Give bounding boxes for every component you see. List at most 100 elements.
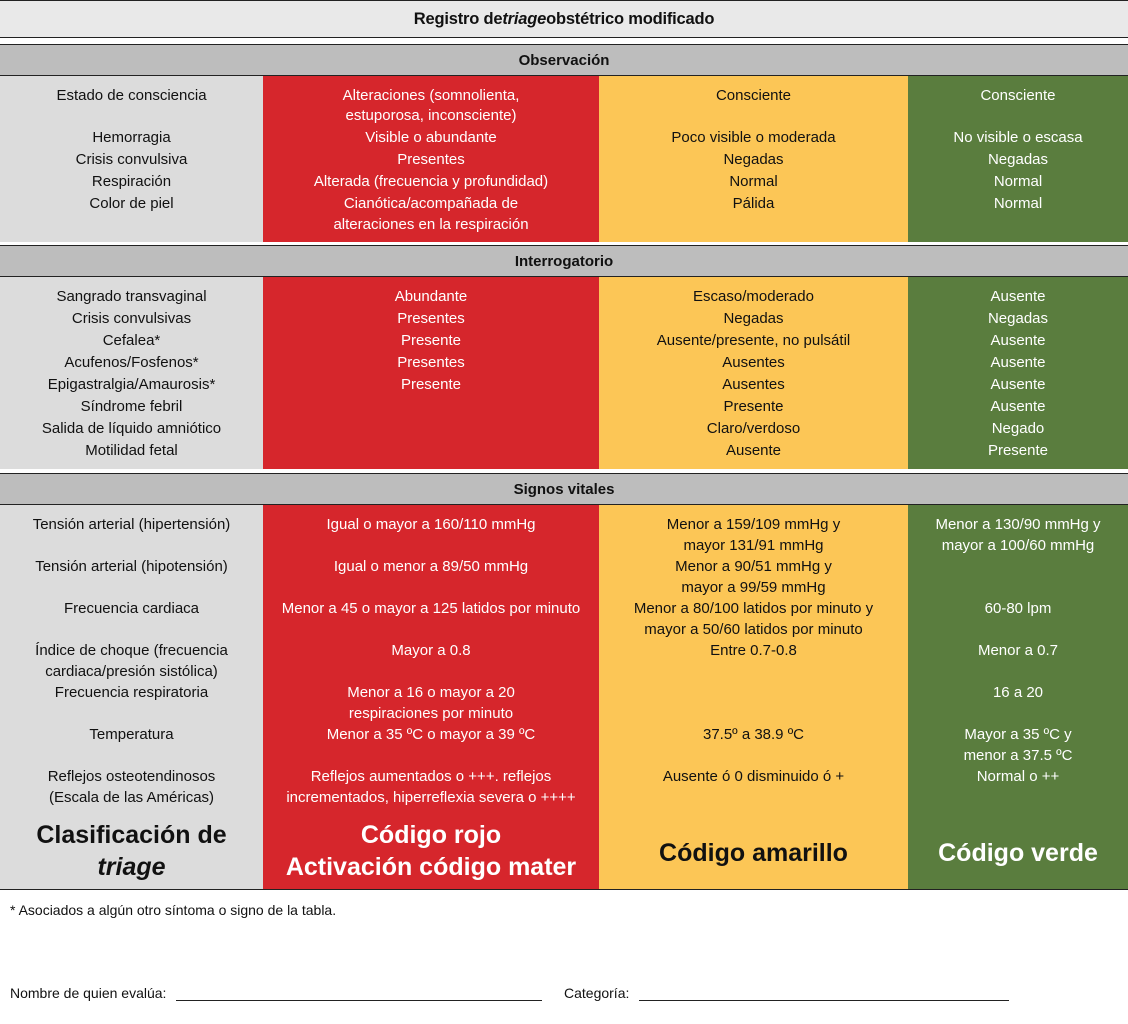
- verde-cell: Normal: [993, 195, 1043, 212]
- rojo-cell: Menor a 35 ºC o mayor a 39 ºC: [326, 726, 536, 743]
- amarillo-cell: Normal: [729, 173, 778, 190]
- signos-labels-column: Tensión arterial (hipertensión) Tensión …: [0, 505, 263, 889]
- band-observacion: Estado de consciencia Hemorragia Crisis …: [0, 76, 1128, 242]
- label-sindrome-febril: Síndrome febril: [80, 398, 183, 415]
- verde-cell: Presente: [987, 442, 1049, 459]
- label-motilidad-fetal: Motilidad fetal: [85, 442, 178, 459]
- label-tension-hipotension: Tensión arterial (hipotensión): [35, 558, 228, 575]
- interrogatorio-rojo-column: Abundante Presentes Presente Presentes P…: [263, 277, 599, 469]
- rojo-cell: Mayor a 0.8: [391, 642, 471, 659]
- verde-cell: menor a 37.5 ºC: [963, 747, 1073, 764]
- label-color-piel: Color de piel: [89, 195, 174, 212]
- amarillo-cell: 37.5º a 38.9 ºC: [702, 726, 805, 743]
- title-italic: triage: [502, 9, 547, 28]
- nombre-evaluador-label: Nombre de quien evalúa:: [10, 985, 167, 1001]
- footnote: * Asociados a algún otro síntoma o signo…: [10, 902, 337, 918]
- rojo-cell: incrementados, hiperreflexia severa o ++…: [286, 789, 576, 806]
- codigo-amarillo-title: Código amarillo: [659, 839, 848, 867]
- rojo-cell: Presente: [400, 332, 462, 349]
- label-crisis-convulsivas: Crisis convulsivas: [71, 310, 192, 327]
- section-header-signos-vitales: Signos vitales: [0, 473, 1128, 505]
- verde-cell: Menor a 0.7: [977, 642, 1059, 659]
- section-header-interrogatorio: Interrogatorio: [0, 245, 1128, 277]
- label-liquido-amniotico: Salida de líquido amniótico: [41, 420, 222, 437]
- rojo-cell: Menor a 45 o mayor a 125 latidos por min…: [281, 600, 581, 617]
- label-frecuencia-respiratoria: Frecuencia respiratoria: [54, 684, 209, 701]
- signos-verde-column: Menor a 130/90 mmHg y mayor a 100/60 mmH…: [908, 505, 1128, 889]
- verde-cell: Mayor a 35 ºC y: [964, 726, 1072, 743]
- label-epigastralgia: Epigastralgia/Amaurosis*: [47, 376, 216, 393]
- label-crisis-convulsiva: Crisis convulsiva: [75, 151, 188, 168]
- label-indice-choque-2: cardiaca/presión sistólica): [45, 663, 218, 680]
- amarillo-cell: mayor a 99/59 mmHg: [681, 579, 826, 596]
- label-reflejos: Reflejos osteotendinosos: [47, 768, 216, 785]
- observacion-verde-column: Consciente No visible o escasa Negadas N…: [908, 76, 1128, 242]
- amarillo-cell: Ausentes: [722, 354, 785, 371]
- verde-cell: Ausente: [990, 332, 1046, 349]
- amarillo-cell: mayor 131/91 mmHg: [683, 537, 824, 554]
- observacion-amarillo-column: Consciente Poco visible o moderada Negad…: [599, 76, 908, 242]
- amarillo-cell: Menor a 80/100 latidos por minuto y: [633, 600, 874, 617]
- nombre-evaluador-line[interactable]: [176, 986, 543, 1001]
- verde-cell: Negadas: [987, 310, 1049, 327]
- label-temperatura: Temperatura: [89, 726, 174, 743]
- categoria-field[interactable]: Categoría:: [564, 985, 1010, 1001]
- title-suffix: obstétrico modificado: [546, 9, 715, 28]
- rojo-cell: Visible o abundante: [365, 129, 497, 146]
- verde-cell: Negadas: [987, 151, 1049, 168]
- label-indice-choque: Índice de choque (frecuencia: [35, 642, 228, 659]
- section-header-observacion: Observación: [0, 44, 1128, 76]
- label-tension-hipertension: Tensión arterial (hipertensión): [32, 516, 231, 533]
- table-bottom-rule: [0, 889, 1128, 890]
- nombre-evaluador-field[interactable]: Nombre de quien evalúa:: [10, 985, 543, 1001]
- signos-amarillo-column: Menor a 159/109 mmHg y mayor 131/91 mmHg…: [599, 505, 908, 889]
- rojo-cell: alteraciones en la respiración: [333, 216, 529, 233]
- rojo-cell: Alteraciones (somnolienta,: [342, 87, 520, 104]
- rojo-cell: Menor a 16 o mayor a 20: [347, 684, 515, 701]
- verde-cell: Ausente: [990, 354, 1046, 371]
- label-sangrado: Sangrado transvaginal: [56, 288, 207, 305]
- label-hemorragia: Hemorragia: [92, 129, 171, 146]
- codigo-rojo-title: Código rojo: [360, 821, 502, 849]
- signos-rojo-column: Igual o mayor a 160/110 mmHg Igual o men…: [263, 505, 599, 889]
- amarillo-cell: Consciente: [715, 87, 792, 104]
- label-acufenos: Acufenos/Fosfenos*: [64, 354, 199, 371]
- interrogatorio-verde-column: Ausente Negadas Ausente Ausente Ausente …: [908, 277, 1128, 469]
- rojo-cell: respiraciones por minuto: [348, 705, 514, 722]
- codigo-verde-title: Código verde: [938, 839, 1098, 867]
- amarillo-cell: Poco visible o moderada: [671, 129, 836, 146]
- amarillo-cell: Ausentes: [722, 376, 785, 393]
- verde-cell: Menor a 130/90 mmHg y: [935, 516, 1101, 533]
- verde-cell: Normal: [993, 173, 1043, 190]
- amarillo-cell: Pálida: [732, 195, 775, 212]
- verde-cell: 60-80 lpm: [984, 600, 1052, 617]
- amarillo-cell: mayor a 50/60 latidos por minuto: [644, 621, 863, 638]
- verde-cell: 16 a 20: [992, 684, 1044, 701]
- amarillo-cell: Negadas: [723, 310, 784, 327]
- amarillo-cell: Escaso/moderado: [693, 288, 814, 305]
- rojo-cell: Reflejos aumentados o +++. reflejos: [310, 768, 552, 785]
- label-estado-consciencia: Estado de consciencia: [56, 87, 207, 104]
- verde-cell: Normal o ++: [976, 768, 1060, 785]
- amarillo-cell: Menor a 90/51 mmHg y: [675, 558, 832, 575]
- band-signos-vitales: Tensión arterial (hipertensión) Tensión …: [0, 505, 1128, 889]
- rojo-cell: Presentes: [397, 310, 465, 327]
- rojo-cell: Abundante: [394, 288, 468, 305]
- rojo-cell: Igual o mayor a 160/110 mmHg: [326, 516, 536, 533]
- band-interrogatorio: Sangrado transvaginal Crisis convulsivas…: [0, 277, 1128, 469]
- amarillo-cell: Ausente: [725, 442, 782, 459]
- table-title: Registro de triage obstétrico modificado: [0, 0, 1128, 38]
- verde-cell: No visible o escasa: [953, 129, 1083, 146]
- rojo-cell: Presentes: [397, 151, 465, 168]
- verde-cell: mayor a 100/60 mmHg: [941, 537, 1095, 554]
- amarillo-cell: Entre 0.7-0.8: [710, 642, 797, 659]
- title-prefix: Registro de: [413, 9, 503, 28]
- verde-cell: Negado: [991, 420, 1045, 437]
- rojo-cell: Igual o menor a 89/50 mmHg: [333, 558, 529, 575]
- amarillo-cell: Claro/verdoso: [706, 420, 801, 437]
- categoria-line[interactable]: [639, 986, 1010, 1001]
- rojo-cell: Presente: [400, 376, 462, 393]
- interrogatorio-labels-column: Sangrado transvaginal Crisis convulsivas…: [0, 277, 263, 469]
- amarillo-cell: Menor a 159/109 mmHg y: [666, 516, 841, 533]
- amarillo-cell: Negadas: [723, 151, 784, 168]
